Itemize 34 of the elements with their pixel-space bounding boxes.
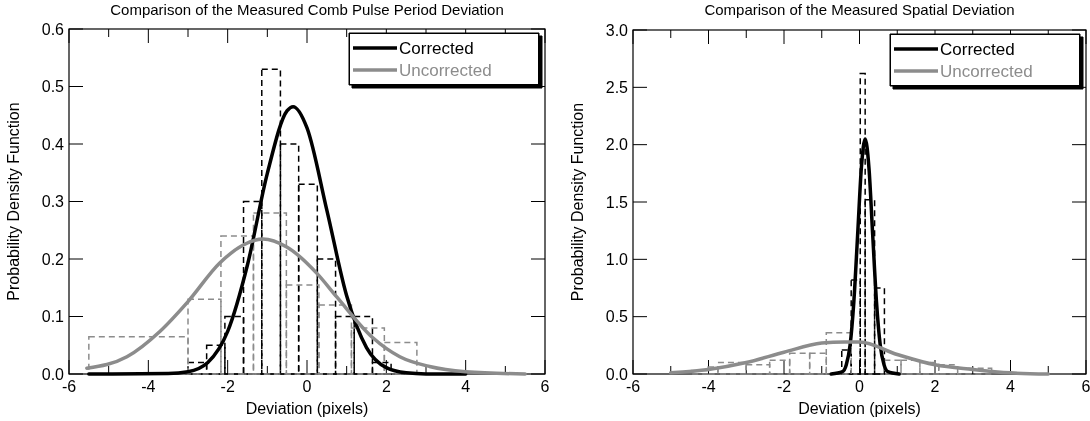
- y-tick-label: 0.3: [41, 193, 65, 211]
- x-tick-label: 4: [461, 378, 471, 395]
- legend-label: Corrected: [399, 38, 474, 58]
- y-tick-label: 0.5: [605, 308, 629, 326]
- y-tick-label: 1.5: [605, 193, 629, 211]
- y-axis-title: Probability Density Function: [5, 102, 22, 301]
- x-tick-label: 2: [930, 378, 940, 395]
- y-axis-title: Probability Density Function: [569, 102, 586, 302]
- x-tick-label: 0: [855, 378, 865, 395]
- legend-label: Uncorrected: [940, 61, 1033, 81]
- x-tick-label: -2: [220, 378, 235, 395]
- x-tick-label: 4: [1006, 378, 1016, 395]
- x-tick-label: -2: [776, 378, 792, 395]
- y-tick-label: 0.6: [41, 20, 65, 38]
- y-tick-label: 1.0: [605, 250, 629, 268]
- x-tick-label: -4: [701, 378, 716, 395]
- x-axis-title: Deviation (pixels): [245, 400, 369, 417]
- y-tick-label: 0.1: [41, 308, 65, 326]
- legend-label: Corrected: [940, 39, 1015, 59]
- y-tick-label: 0.2: [41, 250, 65, 268]
- x-tick-label: 6: [1081, 378, 1090, 395]
- chart-title: Comparison of the Measured Spatial Deviation: [704, 1, 1015, 18]
- legend-label: Uncorrected: [399, 60, 492, 80]
- x-tick-label: 2: [381, 378, 391, 395]
- y-tick-label: 0.5: [41, 78, 65, 96]
- x-tick-label: 0: [302, 378, 312, 395]
- x-axis-title: Deviation (pixels): [798, 400, 921, 417]
- y-tick-label: 2.5: [605, 78, 629, 96]
- x-tick-label: -4: [141, 378, 156, 395]
- chart-title: Comparison of the Measured Comb Pulse Period Deviation: [110, 1, 504, 18]
- y-tick-label: 3.0: [605, 21, 629, 39]
- y-tick-label: 2.0: [605, 136, 629, 154]
- x-tick-label: 6: [540, 378, 550, 395]
- y-tick-label: 0.4: [41, 135, 65, 153]
